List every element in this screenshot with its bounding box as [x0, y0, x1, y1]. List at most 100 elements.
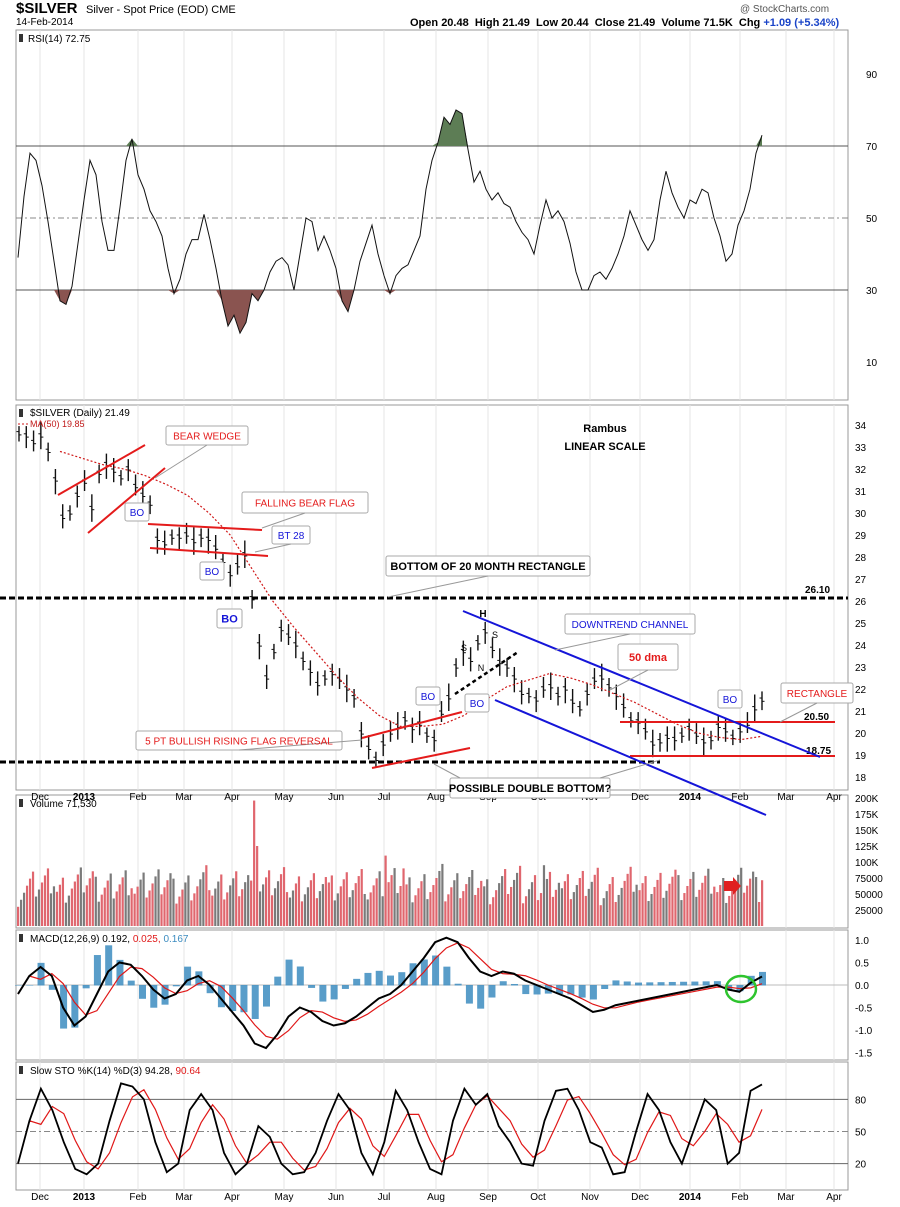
volume-bar: [100, 894, 103, 926]
bo-label-4: BO: [421, 692, 436, 703]
volume-bar: [566, 874, 569, 926]
volume-bar: [683, 893, 686, 926]
macd-histogram-bar: [432, 955, 440, 986]
rising-flag-lower: [371, 747, 471, 769]
volume-bar: [336, 893, 339, 926]
rsi-overbought-fill: [432, 142, 438, 146]
macd-histogram-bar: [612, 980, 620, 986]
volume-bar: [722, 878, 725, 926]
volume-bar: [259, 891, 262, 926]
price-y-tick: 30: [855, 509, 867, 520]
volume-bar: [52, 886, 56, 926]
sto-k-line: [17, 1082, 763, 1177]
volume-bar: [64, 902, 68, 926]
macd-histogram-bar: [635, 982, 642, 986]
price-y-tick: 33: [855, 443, 867, 454]
double-bottom-label-box: [449, 777, 611, 799]
volume-bar: [130, 888, 133, 926]
change-value: +1.09 (+5.34%): [763, 17, 840, 29]
volume-bar: [330, 875, 333, 926]
volume-bar: [414, 895, 417, 926]
volume-bar: [148, 890, 151, 926]
volume-bar: [668, 883, 671, 926]
double-bottom-pointer-left: [433, 763, 461, 779]
price-y-tick: 28: [855, 553, 867, 564]
volume-bar: [644, 876, 647, 926]
volume-bar: [309, 880, 313, 926]
x-tick-label: Apr: [826, 792, 842, 803]
rsi-y-tick: 70: [866, 142, 878, 153]
volume-y-tick: 175K: [855, 810, 879, 821]
x-tick-label: Feb: [731, 1192, 749, 1203]
volume-bar: [31, 871, 35, 926]
rsi-oversold-fill: [234, 290, 240, 334]
panel-frame-vol: [15, 794, 849, 929]
volume-bar: [596, 867, 599, 926]
bo-label-2: BO: [205, 567, 220, 578]
volume-bar: [142, 872, 145, 926]
volume-bar: [635, 884, 638, 926]
volume-bar: [327, 882, 330, 926]
rsi-oversold-fill: [342, 290, 348, 312]
volume-bar: [761, 880, 764, 926]
volume-bar: [483, 886, 486, 926]
volume-bar: [294, 883, 298, 926]
sto-y-tick: 50: [855, 1128, 867, 1139]
volume-bar: [384, 855, 387, 926]
volume-bar: [208, 890, 211, 926]
macd-histogram-bar: [601, 985, 609, 990]
volume-bar: [569, 899, 572, 926]
volume-bar: [285, 892, 289, 926]
dma50-label-pointer: [609, 669, 649, 691]
volume-bar: [632, 891, 635, 926]
volume-bar: [641, 883, 644, 926]
rising-flag-label: 5 PT BULLISH RISING FLAG REVERSAL: [145, 737, 333, 748]
dma50-label: 50 dma: [629, 652, 668, 664]
bear-flag-lower: [149, 547, 269, 557]
volume-bar: [205, 865, 208, 926]
volume-bar: [698, 889, 701, 926]
x-tick-label: Mar: [175, 792, 193, 803]
volume-bar: [710, 893, 713, 926]
volume-bar: [530, 882, 534, 926]
macd-y-tick: 0.0: [855, 981, 869, 992]
x-tick-label: Dec: [31, 1192, 49, 1203]
rsi-overbought-fill: [450, 110, 456, 146]
volume-bar: [411, 902, 414, 926]
volume-bar: [725, 902, 728, 926]
panel-frame-macd: [15, 929, 849, 1061]
macd-signal-value: 0.025,: [133, 934, 164, 945]
rising-flag-label-pointer: [238, 739, 363, 751]
volume-bar: [405, 884, 408, 926]
bo-label-1: BO: [130, 508, 145, 519]
volume-bar: [680, 900, 683, 926]
volume-bar: [495, 890, 498, 926]
bo-label-6-box: [464, 693, 490, 713]
price-y-tick: 23: [855, 663, 867, 674]
volume-bar: [444, 901, 447, 926]
volume-bar: [486, 879, 489, 926]
price-y-tick: 22: [855, 685, 867, 696]
macd-y-tick: -0.5: [855, 1004, 873, 1015]
volume-bar: [447, 894, 450, 926]
double-bottom-pointer-right: [599, 759, 661, 779]
volume-bar: [211, 895, 214, 926]
x-tick-label: Aug: [427, 792, 445, 803]
volume-bar: [297, 876, 301, 926]
volume-bar: [581, 870, 584, 926]
volume-bar: [88, 878, 91, 926]
macd-histogram-bar: [443, 966, 451, 986]
volume-bar: [617, 894, 620, 926]
volume-bar: [504, 869, 507, 926]
volume-bar: [369, 892, 372, 926]
volume-bar: [749, 878, 752, 926]
macd-histogram-bar: [139, 985, 146, 999]
volume-bar: [163, 887, 166, 926]
macd-histogram-bar: [691, 981, 699, 986]
macd-histogram-bar: [646, 982, 654, 986]
volume-bar: [459, 898, 462, 926]
volume-bar: [465, 884, 468, 926]
rsi-oversold-fill: [240, 290, 246, 334]
volume-bar: [214, 888, 217, 926]
